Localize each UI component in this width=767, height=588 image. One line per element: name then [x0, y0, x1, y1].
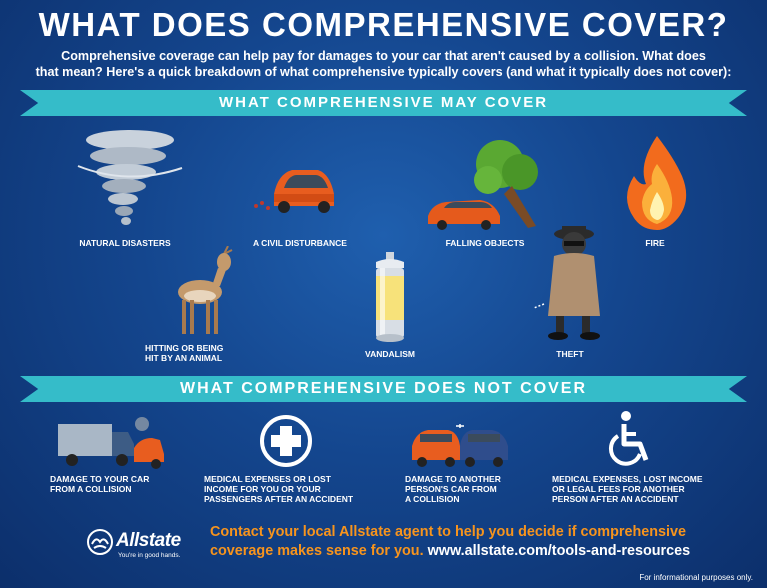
intro-text: Comprehensive coverage can help pay for …	[30, 48, 737, 80]
label-hitting-animal-line-2: HIT BY AN ANIMAL	[145, 353, 223, 363]
cta-line-2: coverage makes sense for you. www.allsta…	[210, 542, 740, 561]
label-medical-expenses-own-line-3: PASSENGERS AFTER AN ACCIDENT	[204, 494, 354, 504]
not-cover-banner: WHAT COMPREHENSIVE DOES NOT COVER	[20, 376, 747, 402]
label-damage-your-car-line-1: DAMAGE TO YOUR CAR	[50, 474, 150, 484]
label-damage-your-car: DAMAGE TO YOUR CAR FROM A COLLISION	[50, 474, 180, 494]
cta-line-2-text: coverage makes sense for you.	[210, 543, 424, 559]
label-medical-expenses-own-line-2: INCOME FOR YOU OR YOUR	[204, 484, 321, 494]
intro-line-2: that mean? Here's a quick breakdown of w…	[35, 65, 732, 79]
deer-icon	[178, 246, 233, 334]
truck-collision-icon	[58, 417, 164, 469]
page-title: WHAT DOES COMPREHENSIVE COVER?	[38, 6, 729, 43]
label-medical-expenses-other-line-3: PERSON AFTER AN ACCIDENT	[552, 494, 679, 504]
label-falling-objects: FALLING OBJECTS	[445, 238, 525, 248]
label-theft: THEFT	[556, 349, 584, 359]
label-civil-disturbance: A CIVIL DISTURBANCE	[253, 238, 347, 248]
spray-can-icon	[376, 252, 404, 342]
intro-line-1: Comprehensive coverage can help pay for …	[61, 49, 706, 63]
brand-name: Allstate	[116, 530, 181, 551]
good-hands-icon	[87, 529, 113, 555]
website-link[interactable]: www.allstate.com/tools-and-resources	[427, 543, 691, 559]
fire-icon	[627, 136, 687, 230]
wheelchair-icon	[608, 411, 649, 466]
label-damage-other-car-line-3: A COLLISION	[405, 494, 460, 504]
label-medical-expenses-own-line-1: MEDICAL EXPENSES OR LOST	[204, 474, 331, 484]
brand-tagline: You're in good hands.	[118, 552, 181, 559]
label-natural-disasters: NATURAL DISASTERS	[79, 238, 171, 248]
label-hitting-animal-line-1: HITTING OR BEING	[145, 343, 224, 353]
damaged-car-icon	[254, 170, 334, 213]
label-fire: FIRE	[645, 238, 665, 248]
label-medical-expenses-other-line-1: MEDICAL EXPENSES, LOST INCOME	[552, 474, 703, 484]
label-hitting-animal: HITTING OR BEING HIT BY AN ANIMAL	[145, 343, 255, 363]
falling-tree-icon	[428, 140, 538, 230]
call-to-action: Contact your local Allstate agent to hel…	[210, 523, 740, 561]
label-damage-your-car-line-2: FROM A COLLISION	[50, 484, 132, 494]
tornado-icon	[77, 130, 183, 225]
disclaimer: For informational purposes only.	[639, 573, 753, 582]
label-damage-other-car-line-1: DAMAGE TO ANOTHER	[405, 474, 501, 484]
two-cars-collision-icon	[412, 424, 508, 467]
label-vandalism: VANDALISM	[365, 349, 415, 359]
label-medical-expenses-other: MEDICAL EXPENSES, LOST INCOME OR LEGAL F…	[552, 474, 727, 504]
thief-icon	[534, 226, 600, 340]
label-medical-expenses-other-line-2: OR LEGAL FEES FOR ANOTHER	[552, 484, 685, 494]
label-medical-expenses-own: MEDICAL EXPENSES OR LOST INCOME FOR YOU …	[204, 474, 374, 504]
label-damage-other-car: DAMAGE TO ANOTHER PERSON'S CAR FROM A CO…	[405, 474, 525, 504]
medical-cross-icon	[260, 415, 312, 467]
may-cover-banner: WHAT COMPREHENSIVE MAY COVER	[20, 90, 747, 116]
label-damage-other-car-line-2: PERSON'S CAR FROM	[405, 484, 497, 494]
cta-line-1: Contact your local Allstate agent to hel…	[210, 524, 687, 540]
